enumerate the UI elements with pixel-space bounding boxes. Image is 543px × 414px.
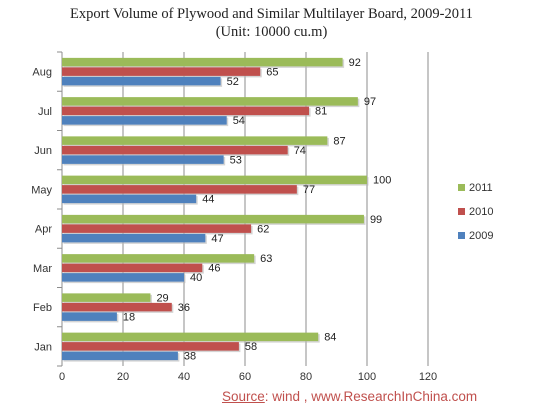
bar-2009 xyxy=(62,155,224,164)
data-label: 46 xyxy=(208,263,220,275)
data-label: 99 xyxy=(370,214,382,226)
bar-2009 xyxy=(62,233,206,243)
data-label: 100 xyxy=(373,175,391,187)
legend-swatch-2011 xyxy=(458,184,465,191)
y-tick-label: Feb xyxy=(33,302,52,314)
y-tick-label: May xyxy=(31,184,52,196)
data-label: 87 xyxy=(333,135,345,147)
y-tick-label: Aug xyxy=(32,67,52,79)
data-label: 77 xyxy=(303,184,315,196)
data-label: 81 xyxy=(315,106,327,118)
y-tick-label: Mar xyxy=(33,263,52,275)
legend-label: 2010 xyxy=(469,206,493,218)
x-tick-label: 80 xyxy=(300,371,312,383)
bar-2011 xyxy=(62,57,343,67)
y-tick-label: Jul xyxy=(38,106,52,118)
data-label: 62 xyxy=(257,223,269,235)
data-label: 52 xyxy=(227,76,239,88)
x-tick-label: 120 xyxy=(419,371,437,383)
bar-2009 xyxy=(62,116,227,125)
bar-2010 xyxy=(62,185,297,194)
legend-swatch-2009 xyxy=(458,232,465,239)
y-tick-label: Jan xyxy=(34,341,52,353)
bar-2011 xyxy=(62,214,364,224)
data-label: 36 xyxy=(178,302,190,314)
data-label: 54 xyxy=(233,115,245,127)
bar-2009 xyxy=(62,194,197,204)
bar-2010 xyxy=(62,67,261,76)
bar-2009 xyxy=(62,273,184,282)
bar-2011 xyxy=(62,175,367,185)
bar-2011 xyxy=(62,254,255,263)
bar-2010 xyxy=(62,342,239,351)
source-label: Source xyxy=(222,389,265,404)
chart-title: Export Volume of Plywood and Similar Mul… xyxy=(70,6,473,22)
data-label: 97 xyxy=(364,96,376,108)
data-label: 58 xyxy=(245,341,257,353)
y-tick-label: Apr xyxy=(35,224,52,236)
bar-2010 xyxy=(62,263,203,273)
data-label: 29 xyxy=(156,292,168,304)
bar-2010 xyxy=(62,106,310,116)
x-tick-label: 60 xyxy=(239,371,251,383)
bar-2011 xyxy=(62,97,358,106)
data-label: 40 xyxy=(190,272,202,284)
bar-2010 xyxy=(62,145,288,155)
data-label: 53 xyxy=(230,154,242,166)
chart-subtitle: (Unit: 10000 cu.m) xyxy=(215,24,328,40)
bar-2010 xyxy=(62,302,172,312)
bar-2009 xyxy=(62,76,221,86)
bar-2009 xyxy=(62,351,178,361)
bar-2009 xyxy=(62,312,117,321)
bar-2011 xyxy=(62,332,319,342)
data-label: 65 xyxy=(266,66,278,78)
data-label: 18 xyxy=(123,311,135,323)
data-label: 38 xyxy=(184,351,196,363)
data-label: 63 xyxy=(260,253,272,265)
data-label: 44 xyxy=(202,194,214,206)
bar-2010 xyxy=(62,224,252,233)
x-tick-label: 40 xyxy=(178,371,190,383)
legend-swatch-2010 xyxy=(458,208,465,215)
bar-2011 xyxy=(62,293,151,302)
source-text: : wind , www.ResearchInChina.com xyxy=(264,389,478,404)
data-label: 92 xyxy=(349,57,361,69)
legend-label: 2009 xyxy=(469,230,493,242)
bar-2011 xyxy=(62,136,328,145)
data-label: 84 xyxy=(324,332,336,344)
x-tick-label: 20 xyxy=(117,371,129,383)
x-tick-label: 0 xyxy=(59,371,65,383)
y-tick-label: Jun xyxy=(34,145,52,157)
data-label: 47 xyxy=(211,233,223,245)
x-tick-label: 100 xyxy=(358,371,376,383)
data-label: 74 xyxy=(294,145,306,157)
source-note: Source: wind , www.ResearchInChina.com xyxy=(222,389,477,404)
legend-label: 2011 xyxy=(469,182,493,194)
